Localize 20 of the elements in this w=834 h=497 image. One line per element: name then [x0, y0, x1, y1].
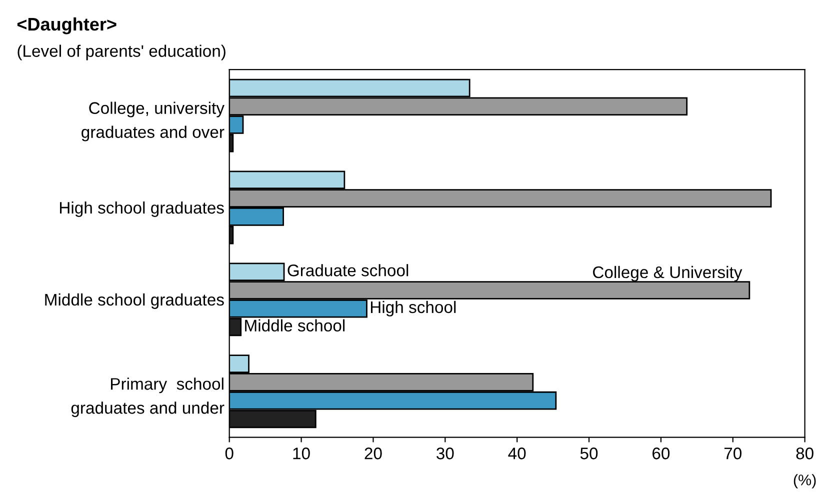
x-tick-label: 60: [652, 448, 670, 460]
x-tick-label: 10: [293, 448, 310, 460]
x-axis-title: (%): [794, 474, 816, 488]
series-label: Middle school: [245, 319, 345, 332]
series-label: High school: [370, 300, 456, 316]
chart-subtitle: (Level of parents' education): [18, 44, 226, 60]
y-tick-label: Middle school graduates: [45, 293, 224, 309]
x-tick-label: 20: [364, 448, 382, 460]
y-tick-label: College, university graduates and over: [82, 102, 224, 142]
y-tick-label: High school graduates: [60, 201, 224, 217]
x-tick-label: 70: [724, 448, 742, 460]
series-label: College & University: [593, 266, 742, 282]
x-tick-label: 40: [508, 448, 526, 460]
x-tick-label: 80: [796, 448, 814, 460]
x-tick-label: 50: [580, 448, 598, 460]
x-tick-label: 30: [436, 448, 454, 460]
series-label: Graduate school: [288, 264, 408, 276]
text: <Daughter>: [17, 17, 116, 34]
y-tick-label: Primary school graduates and under: [71, 378, 224, 418]
x-tick-label: 0: [225, 448, 234, 460]
